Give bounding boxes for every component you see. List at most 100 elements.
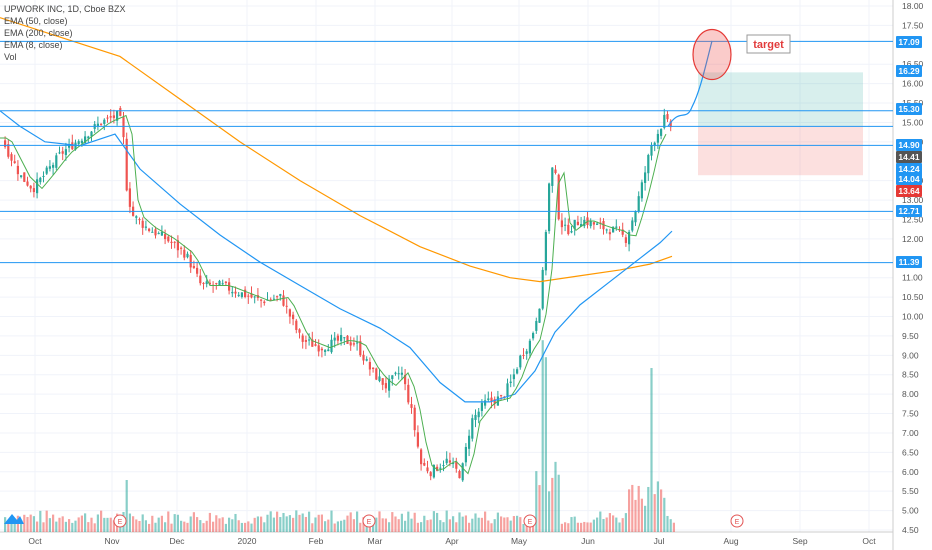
volume-bar xyxy=(458,512,461,532)
volume-bar xyxy=(160,515,163,532)
volume-bar xyxy=(477,517,480,532)
brand-logo-icon xyxy=(4,514,24,524)
candle-body xyxy=(516,369,519,374)
y-tick-label: 8.50 xyxy=(902,370,919,380)
price-badge xyxy=(896,173,922,185)
candle-body xyxy=(362,354,365,361)
volume-bar xyxy=(487,520,490,532)
volume-bar xyxy=(100,510,103,532)
volume-bar xyxy=(592,519,595,532)
candle-body xyxy=(669,121,672,128)
volume-bar xyxy=(96,514,99,532)
candle-body xyxy=(375,368,378,380)
candle-body xyxy=(368,361,371,370)
candle-body xyxy=(487,398,490,401)
volume-bar xyxy=(244,522,247,532)
volume-bar xyxy=(93,523,96,532)
volume-bar xyxy=(42,522,45,532)
candle-body xyxy=(583,219,586,227)
candle-body xyxy=(340,335,343,342)
volume-bar xyxy=(416,522,419,532)
candle-body xyxy=(474,414,477,420)
volume-bar xyxy=(183,521,186,532)
candle-body xyxy=(90,131,93,137)
volume-bar xyxy=(352,519,355,532)
volume-bar xyxy=(218,518,221,532)
candle-body xyxy=(480,402,483,411)
candle-body xyxy=(80,140,83,144)
volume-bar xyxy=(308,511,311,532)
candle-body xyxy=(301,335,304,342)
candle-body xyxy=(295,320,298,330)
candle-body xyxy=(333,337,336,341)
price-badge xyxy=(896,163,922,175)
volume-bar xyxy=(660,489,663,532)
candle-body xyxy=(548,183,551,232)
volume-bar xyxy=(269,511,272,532)
x-tick-label: Nov xyxy=(104,536,120,546)
candle-body xyxy=(103,119,106,124)
volume-bar xyxy=(48,518,51,532)
volume-bar xyxy=(455,522,458,532)
volume-bar xyxy=(346,515,349,532)
volume-bar xyxy=(106,517,109,532)
candle-body xyxy=(576,221,579,226)
volume-bar xyxy=(548,491,551,532)
candle-body xyxy=(458,471,461,479)
candle-body xyxy=(42,175,45,177)
candle-body xyxy=(160,231,163,236)
volume-bar xyxy=(618,522,621,532)
candle-body xyxy=(170,241,173,243)
y-tick-label: 8.00 xyxy=(902,389,919,399)
candle-body xyxy=(314,344,317,346)
candle-body xyxy=(394,372,397,374)
y-tick-label: 11.00 xyxy=(902,273,923,283)
candle-body xyxy=(84,136,87,144)
candle-body xyxy=(122,117,125,138)
candle-body xyxy=(253,296,256,298)
candle-body xyxy=(349,342,352,346)
earnings-marker xyxy=(113,514,127,528)
volume-bar xyxy=(330,510,333,532)
volume-bar xyxy=(423,515,426,532)
candle-body xyxy=(23,172,26,182)
candle-body xyxy=(148,228,151,232)
candle-body xyxy=(96,123,99,127)
volume-bar xyxy=(292,517,295,532)
y-tick-label: 18.00 xyxy=(902,1,924,11)
candle-body xyxy=(372,367,375,369)
price-badge-label: 12.71 xyxy=(898,206,920,216)
candle-body xyxy=(311,339,314,347)
volume-bar xyxy=(404,520,407,532)
volume-bar xyxy=(228,517,231,532)
volume-bar xyxy=(484,511,487,532)
x-tick-label: 2020 xyxy=(238,536,257,546)
volume-bar xyxy=(372,523,375,532)
candle-body xyxy=(416,432,419,447)
volume-bar xyxy=(208,512,211,532)
candle-body xyxy=(269,299,272,301)
volume-bar xyxy=(580,522,583,532)
candle-body xyxy=(484,400,487,406)
candle-body xyxy=(237,294,240,296)
volume-bar xyxy=(544,357,547,532)
volume-bar xyxy=(493,519,496,532)
candle-body xyxy=(532,333,535,339)
candle-body xyxy=(199,275,202,284)
candle-body xyxy=(637,196,640,212)
volume-bar xyxy=(20,520,23,532)
candle-body xyxy=(452,463,455,465)
candle-body xyxy=(231,291,234,294)
price-badge-label: 14.41 xyxy=(898,152,920,162)
volume-bar xyxy=(666,515,669,532)
candle-body xyxy=(244,289,247,297)
candle-body xyxy=(138,219,141,221)
candle-body xyxy=(180,247,183,249)
candle-body xyxy=(154,229,157,236)
candle-body xyxy=(221,283,224,285)
candle-body xyxy=(631,220,634,231)
y-tick-label: 10.00 xyxy=(902,312,924,322)
candle-body xyxy=(634,211,637,223)
price-badge xyxy=(896,36,922,48)
